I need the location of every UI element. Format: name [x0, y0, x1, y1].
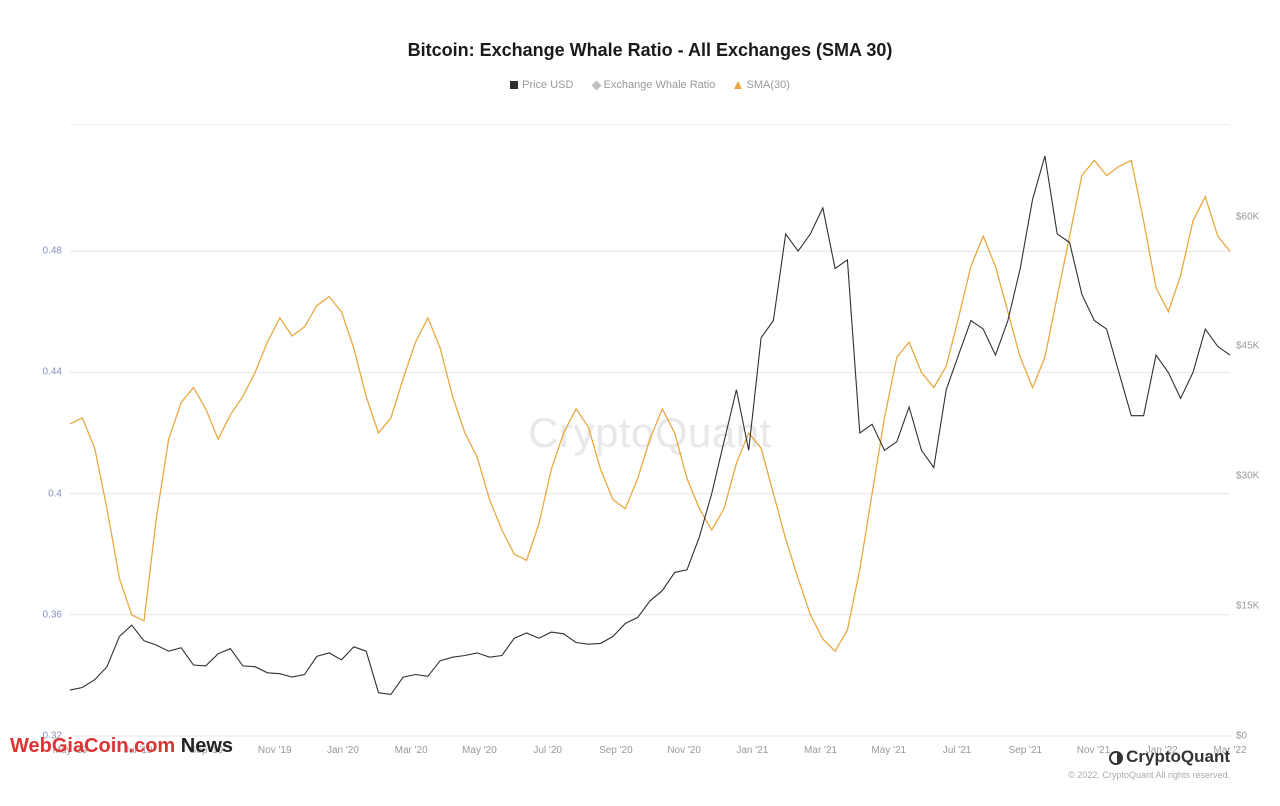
x-tick: Mar '20 — [395, 745, 428, 756]
news-overlay: WebGiaCoin.com News — [10, 735, 233, 758]
y-right-tick: $0 — [1236, 731, 1268, 742]
diamond-icon — [591, 80, 601, 90]
chart-svg — [70, 130, 1230, 736]
y-right-tick: $15K — [1236, 601, 1268, 612]
y-left-tick: 0.4 — [32, 488, 62, 499]
x-tick: Jan '21 — [736, 745, 768, 756]
x-tick: Jul '21 — [943, 745, 972, 756]
top-separator — [70, 124, 1230, 125]
x-tick: Sep '21 — [1008, 745, 1042, 756]
y-left-tick: 0.48 — [32, 246, 62, 257]
x-tick: Nov '20 — [667, 745, 701, 756]
y-right-tick: $45K — [1236, 341, 1268, 352]
logo-icon — [1109, 751, 1123, 765]
x-tick: Jan '20 — [327, 745, 359, 756]
x-tick: Nov '19 — [258, 745, 292, 756]
legend-item-price[interactable]: Price USD — [510, 79, 573, 91]
legend-item-whale-ratio[interactable]: Exchange Whale Ratio — [593, 79, 716, 91]
plot-area[interactable]: CryptoQuant 0.320.360.40.440.48 $0$15K$3… — [70, 130, 1230, 736]
legend-label: Price USD — [522, 79, 573, 91]
news-black: News — [175, 735, 233, 757]
brand-logo[interactable]: CryptoQuant — [1068, 747, 1230, 767]
x-tick: May '20 — [462, 745, 497, 756]
x-tick: Sep '20 — [599, 745, 633, 756]
triangle-icon — [734, 81, 742, 89]
news-red: WebGiaCoin.com — [10, 735, 175, 757]
chart-title: Bitcoin: Exchange Whale Ratio - All Exch… — [70, 40, 1230, 61]
chart-container: Bitcoin: Exchange Whale Ratio - All Exch… — [0, 0, 1280, 806]
legend-item-sma30[interactable]: SMA(30) — [734, 79, 789, 91]
square-icon — [510, 81, 518, 89]
x-tick: Mar '21 — [804, 745, 837, 756]
x-tick: Jul '20 — [533, 745, 562, 756]
legend: Price USD Exchange Whale Ratio SMA(30) — [70, 79, 1230, 91]
y-left-tick: 0.44 — [32, 367, 62, 378]
copyright: © 2022. CryptoQuant All rights reserved. — [1068, 770, 1230, 780]
brand-block: CryptoQuant © 2022. CryptoQuant All righ… — [1068, 747, 1230, 780]
x-tick: May '21 — [871, 745, 906, 756]
y-right-tick: $30K — [1236, 471, 1268, 482]
y-right-tick: $60K — [1236, 211, 1268, 222]
legend-label: Exchange Whale Ratio — [604, 79, 716, 91]
legend-label: SMA(30) — [746, 79, 789, 91]
y-left-tick: 0.36 — [32, 609, 62, 620]
brand-name: CryptoQuant — [1126, 747, 1230, 766]
